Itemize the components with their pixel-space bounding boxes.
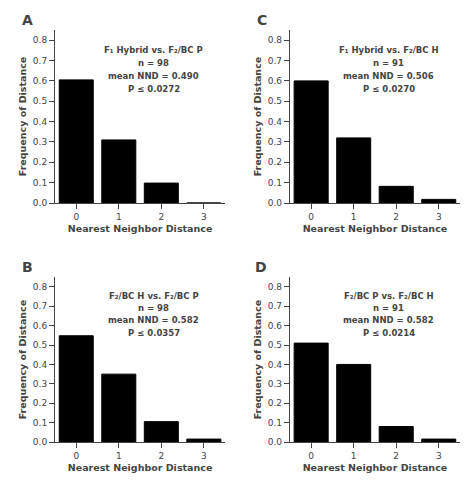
svg-text:P ≤ 0.0357: P ≤ 0.0357 xyxy=(128,328,180,338)
svg-text:D: D xyxy=(255,259,267,275)
svg-text:2: 2 xyxy=(158,212,164,222)
svg-text:Frequency of Distance: Frequency of Distance xyxy=(252,57,263,176)
svg-text:0.8: 0.8 xyxy=(33,35,48,45)
svg-text:2: 2 xyxy=(158,451,164,461)
svg-text:0: 0 xyxy=(73,212,79,222)
svg-text:0.1: 0.1 xyxy=(268,178,282,188)
svg-text:0.5: 0.5 xyxy=(268,96,282,106)
svg-text:1: 1 xyxy=(351,212,357,222)
svg-text:Nearest Neighbor Distance: Nearest Neighbor Distance xyxy=(303,223,448,234)
svg-text:2: 2 xyxy=(393,212,399,222)
svg-text:0.5: 0.5 xyxy=(33,96,47,106)
svg-text:mean NND = 0.506: mean NND = 0.506 xyxy=(343,71,434,81)
svg-text:0.7: 0.7 xyxy=(33,56,47,66)
svg-text:Frequency of Distance: Frequency of Distance xyxy=(17,300,28,419)
svg-text:0.6: 0.6 xyxy=(268,321,283,331)
svg-text:3: 3 xyxy=(201,451,207,461)
svg-text:F₂/BC H vs. F₂/BC P: F₂/BC H vs. F₂/BC P xyxy=(109,291,199,301)
svg-text:0.5: 0.5 xyxy=(33,340,47,350)
svg-text:Frequency of Distance: Frequency of Distance xyxy=(17,57,28,176)
svg-text:0.5: 0.5 xyxy=(268,340,282,350)
svg-text:0.2: 0.2 xyxy=(268,398,282,408)
svg-text:0.3: 0.3 xyxy=(268,137,282,147)
svg-text:n = 98: n = 98 xyxy=(138,303,169,313)
svg-text:0.0: 0.0 xyxy=(33,437,48,447)
svg-text:F₂/BC P vs. F₂/BC H: F₂/BC P vs. F₂/BC H xyxy=(344,291,434,301)
svg-text:P ≤ 0.0272: P ≤ 0.0272 xyxy=(128,84,180,94)
svg-text:3: 3 xyxy=(436,212,442,222)
svg-text:1: 1 xyxy=(116,212,122,222)
svg-text:0: 0 xyxy=(308,451,314,461)
svg-text:0.4: 0.4 xyxy=(33,117,48,127)
svg-text:0.8: 0.8 xyxy=(33,282,48,292)
svg-text:0.8: 0.8 xyxy=(268,282,283,292)
svg-text:0.0: 0.0 xyxy=(33,198,48,208)
svg-text:mean NND = 0.490: mean NND = 0.490 xyxy=(108,71,199,81)
svg-text:F₁ Hybrid vs. F₂/BC P: F₁ Hybrid vs. F₂/BC P xyxy=(104,45,203,55)
svg-text:n = 91: n = 91 xyxy=(373,58,404,68)
svg-text:0.7: 0.7 xyxy=(268,301,282,311)
svg-text:Frequency of Distance: Frequency of Distance xyxy=(252,300,263,419)
svg-text:0.4: 0.4 xyxy=(268,117,283,127)
svg-text:0.3: 0.3 xyxy=(268,379,282,389)
svg-text:P ≤ 0.0214: P ≤ 0.0214 xyxy=(363,328,415,338)
svg-text:P ≤ 0.0270: P ≤ 0.0270 xyxy=(363,84,415,94)
svg-text:mean NND = 0.582: mean NND = 0.582 xyxy=(343,315,434,325)
svg-text:0: 0 xyxy=(73,451,79,461)
svg-text:0: 0 xyxy=(308,212,314,222)
svg-text:mean NND = 0.582: mean NND = 0.582 xyxy=(108,315,199,325)
svg-text:n = 91: n = 91 xyxy=(373,303,404,313)
svg-text:3: 3 xyxy=(436,451,442,461)
svg-text:0.4: 0.4 xyxy=(33,360,48,370)
svg-text:Nearest Neighbor Distance: Nearest Neighbor Distance xyxy=(68,462,213,473)
svg-text:0.7: 0.7 xyxy=(268,56,282,66)
svg-text:0.4: 0.4 xyxy=(268,360,283,370)
svg-text:1: 1 xyxy=(116,451,122,461)
svg-text:0.6: 0.6 xyxy=(268,76,283,86)
svg-text:0.1: 0.1 xyxy=(33,418,47,428)
svg-text:Nearest Neighbor Distance: Nearest Neighbor Distance xyxy=(303,462,448,473)
svg-text:0.1: 0.1 xyxy=(268,418,282,428)
svg-text:Nearest Neighbor Distance: Nearest Neighbor Distance xyxy=(68,223,213,234)
svg-text:2: 2 xyxy=(393,451,399,461)
svg-text:B: B xyxy=(22,259,33,275)
svg-text:0.2: 0.2 xyxy=(268,157,282,167)
svg-text:0.0: 0.0 xyxy=(268,198,283,208)
svg-text:1: 1 xyxy=(351,451,357,461)
svg-text:A: A xyxy=(22,12,33,28)
svg-text:0.3: 0.3 xyxy=(33,137,47,147)
svg-text:n = 98: n = 98 xyxy=(138,58,169,68)
svg-text:0.3: 0.3 xyxy=(33,379,47,389)
svg-text:0.6: 0.6 xyxy=(33,76,48,86)
svg-text:3: 3 xyxy=(201,212,207,222)
svg-text:0.7: 0.7 xyxy=(33,301,47,311)
svg-text:0.2: 0.2 xyxy=(33,398,47,408)
svg-text:F₁ Hybrid vs. F₂/BC H: F₁ Hybrid vs. F₂/BC H xyxy=(339,45,439,55)
svg-text:0.6: 0.6 xyxy=(33,321,48,331)
svg-text:0.0: 0.0 xyxy=(268,437,283,447)
svg-text:C: C xyxy=(257,12,267,28)
svg-text:0.1: 0.1 xyxy=(33,178,47,188)
svg-text:0.2: 0.2 xyxy=(33,157,47,167)
svg-text:0.8: 0.8 xyxy=(268,35,283,45)
